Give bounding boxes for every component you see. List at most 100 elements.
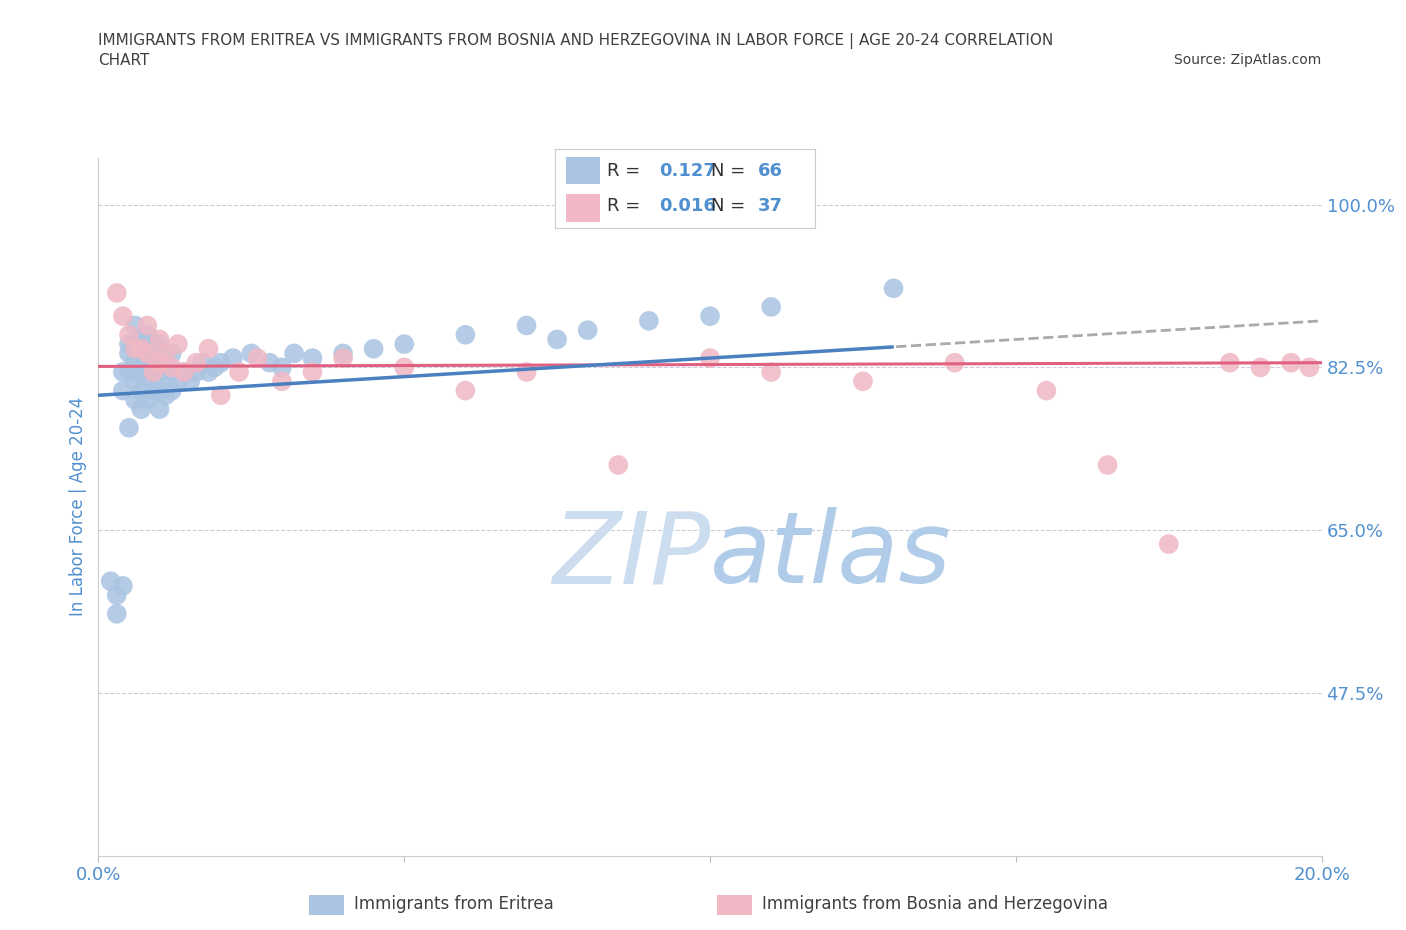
Point [332,346,354,361]
Point [105,588,128,603]
Text: Source: ZipAtlas.com: Source: ZipAtlas.com [1174,53,1322,67]
Point [105,606,128,621]
Point [1097,458,1119,472]
Text: ZIP: ZIP [551,507,710,604]
Point [149,365,172,379]
Bar [565,157,599,184]
Point [699,309,721,324]
Text: 37: 37 [758,197,783,215]
Point [111,365,134,379]
Y-axis label: In Labor Force | Age 20-24: In Labor Force | Age 20-24 [69,397,87,617]
Point [283,346,305,361]
Point [118,346,141,361]
Point [136,346,159,361]
Text: CHART: CHART [98,53,150,68]
Point [111,383,134,398]
Point [301,351,323,365]
Point [124,392,146,407]
Point [173,365,195,379]
Point [142,383,165,398]
Point [118,365,141,379]
Text: 0.016: 0.016 [659,197,716,215]
Text: Immigrants from Eritrea: Immigrants from Eritrea [354,895,554,913]
Text: 0.127: 0.127 [659,162,716,179]
Point [155,346,177,361]
Point [124,318,146,333]
Point [129,346,152,361]
Point [160,360,183,375]
Point [129,402,152,417]
Point [454,383,477,398]
Point [124,341,146,356]
Point [186,365,208,379]
Point [155,369,177,384]
Point [943,355,966,370]
Point [100,574,122,589]
Point [149,337,172,352]
Point [392,360,416,375]
Point [637,313,661,328]
Point [118,327,141,342]
Point [142,337,165,352]
Point [209,355,232,370]
Point [270,360,292,375]
Point [142,351,165,365]
Point [118,420,141,435]
Point [546,332,568,347]
Point [191,355,214,370]
Point [149,383,172,398]
Point [149,355,172,370]
Point [759,299,782,314]
Point [363,341,385,356]
Point [142,365,165,379]
Point [209,388,232,403]
Point [173,365,195,379]
Point [222,351,245,365]
Point [454,327,477,342]
Point [160,365,183,379]
Point [136,327,159,342]
Point [142,365,165,379]
Text: atlas: atlas [710,507,952,604]
Point [883,281,905,296]
Point [179,374,201,389]
Point [1157,537,1180,551]
Point [197,341,219,356]
Point [392,337,416,352]
Point [149,402,172,417]
Point [136,318,159,333]
Point [1298,360,1320,375]
Point [124,355,146,370]
Point [228,365,250,379]
Point [699,351,721,365]
Point [129,365,152,379]
Point [240,346,263,361]
Point [759,365,782,379]
Text: 66: 66 [758,162,783,179]
Point [332,351,354,365]
Point [124,337,146,352]
Point [129,341,152,356]
Point [204,360,226,375]
Point [129,355,152,370]
Text: R =: R = [607,162,647,179]
Point [136,355,159,370]
Point [259,355,281,370]
Point [111,309,134,324]
Point [1219,355,1241,370]
Point [124,374,146,389]
Bar [565,193,599,221]
Point [1279,355,1302,370]
Point [301,365,323,379]
Point [129,383,152,398]
Point [167,374,190,389]
Point [852,374,875,389]
Point [118,337,141,352]
Point [246,351,269,365]
Point [149,332,172,347]
Point [1035,383,1057,398]
Point [197,365,219,379]
Point [136,369,159,384]
Point [136,392,159,407]
Point [149,351,172,365]
